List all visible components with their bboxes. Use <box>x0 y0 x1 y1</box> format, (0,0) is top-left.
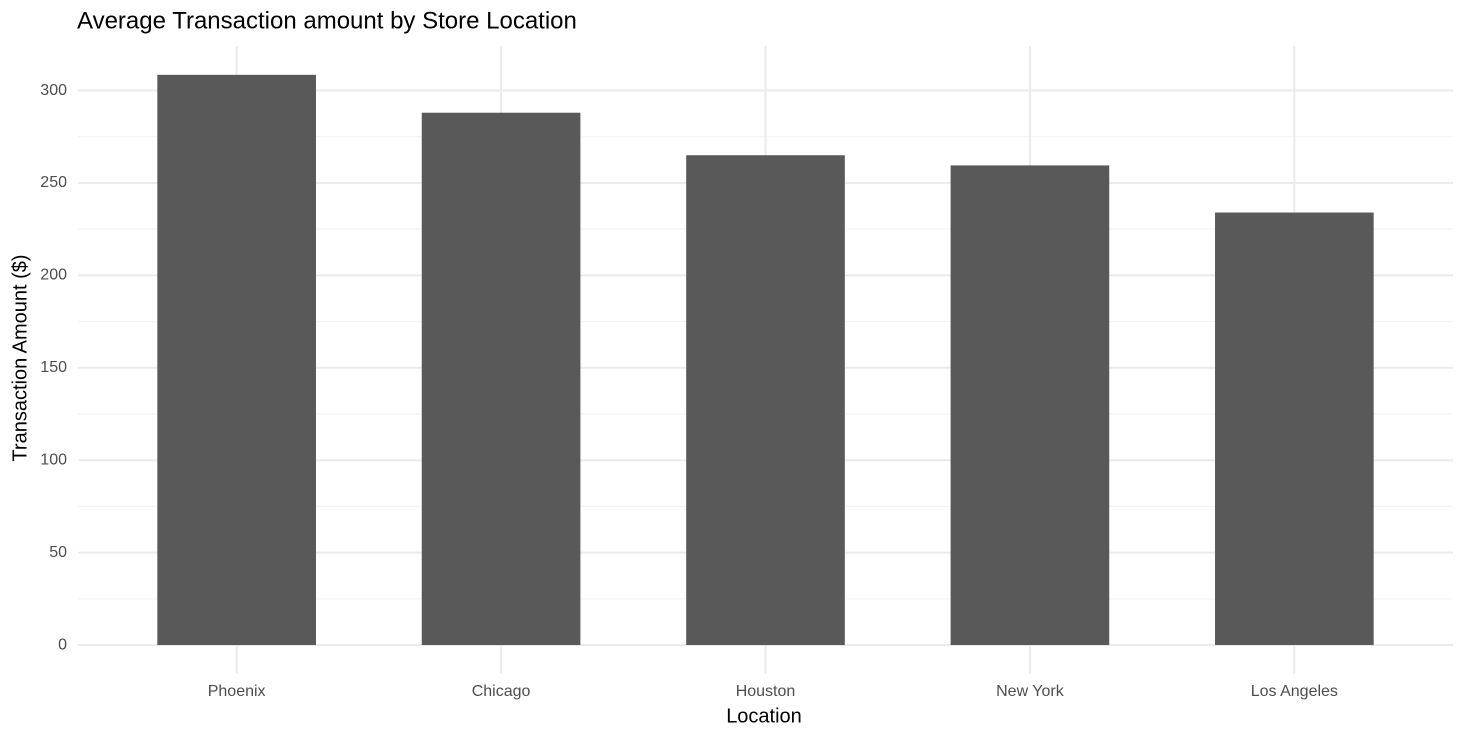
bar <box>157 74 316 646</box>
y-axis-title: Transaction Amount ($) <box>9 254 31 461</box>
bar <box>950 165 1110 646</box>
y-tick-label: 300 <box>40 82 67 99</box>
y-tick-label: 50 <box>49 544 67 561</box>
x-tick-label: New York <box>996 683 1065 700</box>
bar <box>421 112 581 646</box>
y-tick-label: 250 <box>40 174 67 191</box>
y-tick-label: 200 <box>40 267 67 284</box>
x-tick-label: Chicago <box>472 683 531 700</box>
bar <box>1215 212 1374 646</box>
x-tick-label: Phoenix <box>208 683 266 700</box>
chart-title: Average Transaction amount by Store Loca… <box>77 7 577 34</box>
x-axis-title: Location <box>726 705 802 727</box>
x-tick-label: Houston <box>736 683 796 700</box>
y-tick-label: 150 <box>40 359 67 376</box>
y-tick-label: 0 <box>58 636 67 653</box>
x-tick-label: Los Angeles <box>1251 683 1338 700</box>
bar <box>686 155 845 646</box>
y-tick-label: 100 <box>40 451 67 468</box>
